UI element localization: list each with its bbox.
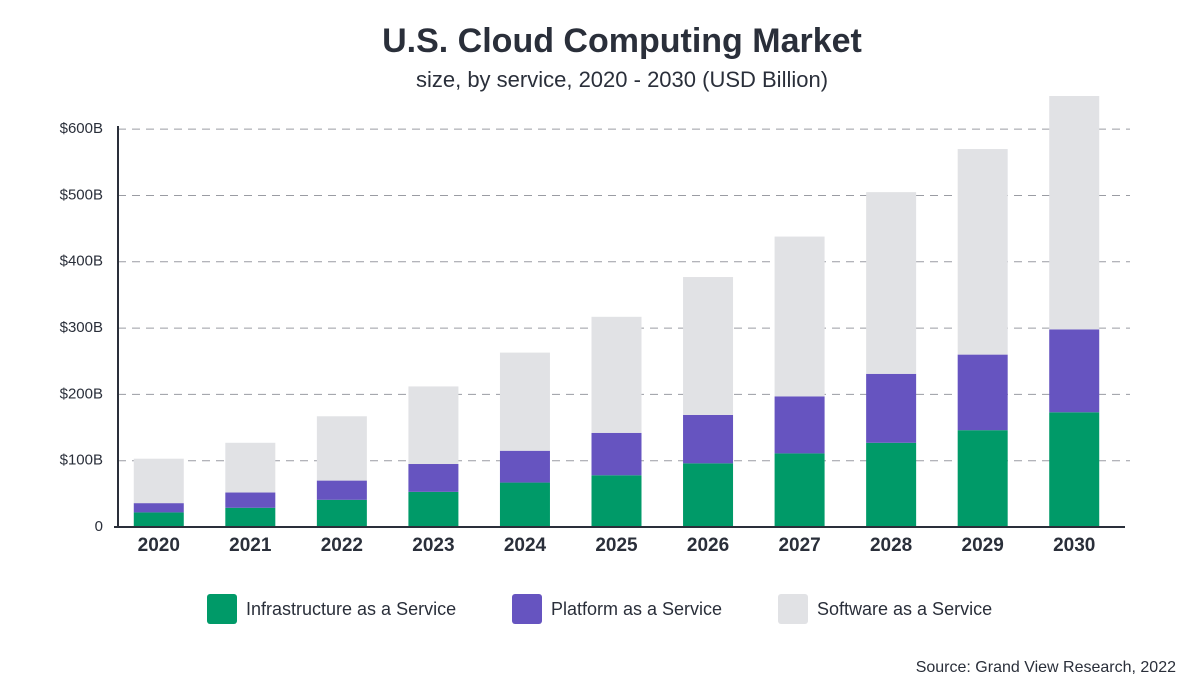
bar-segment	[774, 453, 825, 527]
x-tick-label: 2024	[504, 535, 547, 556]
bar-segment	[683, 414, 734, 464]
x-tick-label: 2030	[1053, 535, 1095, 556]
bar-segment	[133, 458, 184, 504]
chart-title: U.S. Cloud Computing Market	[382, 22, 862, 60]
bar-segment	[1049, 412, 1100, 527]
y-tick-label: $600B	[60, 120, 103, 137]
bar-segment	[499, 482, 550, 527]
bar-segment	[591, 316, 642, 433]
bar-segment	[1049, 96, 1100, 330]
y-tick-label: 0	[95, 518, 103, 535]
legend-label: Platform as a Service	[551, 599, 722, 619]
bar-segment	[316, 416, 367, 481]
bar-segment	[408, 464, 459, 492]
x-tick-label: 2021	[229, 535, 272, 556]
x-tick-label: 2025	[595, 535, 638, 556]
bar-segment	[774, 236, 825, 397]
bar-segment	[957, 354, 1008, 431]
bar-segment	[499, 352, 550, 451]
bar-segment	[957, 149, 1008, 355]
bar-segment	[408, 386, 459, 465]
bar-segment	[316, 499, 367, 527]
y-tick-label: $100B	[60, 452, 103, 469]
chart-subtitle: size, by service, 2020 - 2030 (USD Billi…	[416, 67, 828, 92]
bar-segment	[225, 492, 276, 508]
bar-segment	[408, 491, 459, 527]
bar-segment	[225, 507, 276, 527]
bar-segment	[225, 442, 276, 493]
bar-segment	[866, 192, 917, 374]
bar-segment	[683, 277, 734, 415]
x-tick-label: 2028	[870, 535, 912, 556]
legend-swatch	[512, 594, 542, 624]
legend-swatch	[778, 594, 808, 624]
x-tick-label: 2029	[962, 535, 1004, 556]
bar-segment	[957, 430, 1008, 527]
source-note: Source: Grand View Research, 2022	[916, 659, 1176, 676]
bar-segment	[866, 442, 917, 527]
bar-segment	[133, 512, 184, 527]
x-tick-label: 2020	[138, 535, 180, 556]
x-tick-label: 2026	[687, 535, 729, 556]
bar-segment	[499, 450, 550, 483]
bar-segment	[774, 396, 825, 454]
y-tick-label: $500B	[60, 186, 103, 203]
x-tick-label: 2023	[412, 535, 454, 556]
x-tick-label: 2022	[321, 535, 363, 556]
bar-segment	[866, 373, 917, 443]
legend-swatch	[207, 594, 237, 624]
bar-segment	[1049, 329, 1100, 413]
bar-segment	[591, 432, 642, 476]
y-tick-label: $300B	[60, 319, 103, 336]
bar-segment	[133, 503, 184, 513]
bar-segment	[591, 475, 642, 527]
bar-segment	[316, 480, 367, 500]
x-tick-label: 2027	[778, 535, 820, 556]
bar-segment	[683, 463, 734, 527]
y-tick-label: $400B	[60, 253, 103, 270]
y-tick-label: $200B	[60, 385, 103, 402]
legend-label: Infrastructure as a Service	[246, 599, 456, 619]
legend-label: Software as a Service	[817, 599, 992, 619]
